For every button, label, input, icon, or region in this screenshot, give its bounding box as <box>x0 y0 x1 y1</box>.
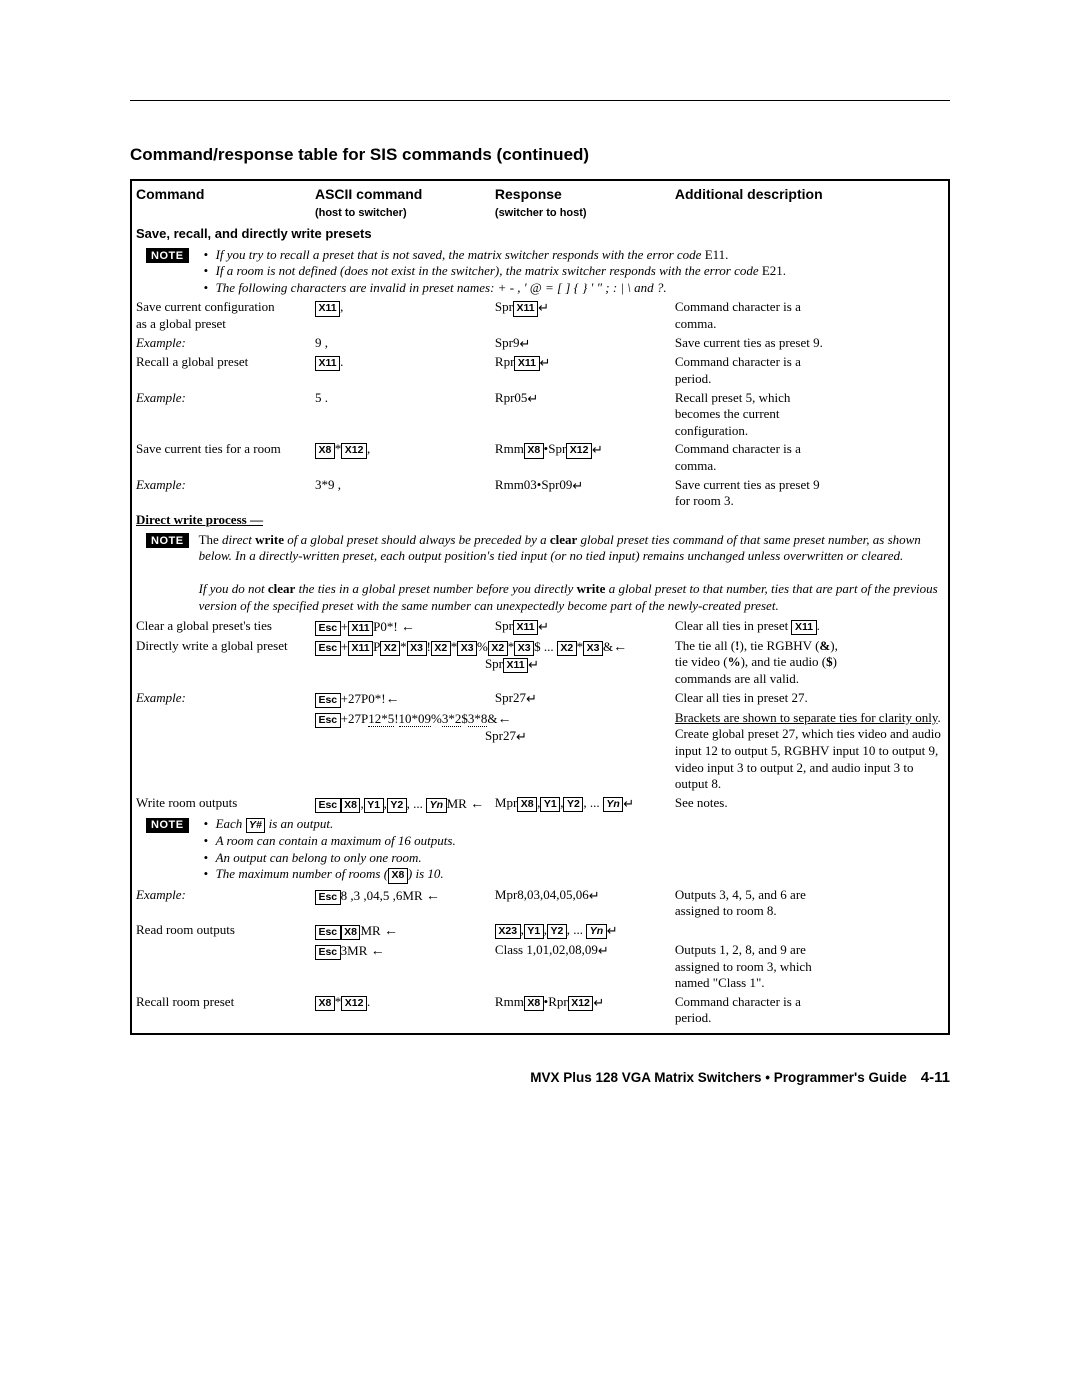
r5ex-desc1: Clear all ties in preset 27. <box>671 689 949 709</box>
r3-resp: RmmX8•SprX12↵ <box>491 440 671 475</box>
r2-cmd: Recall a global preset <box>131 353 311 388</box>
r1ex-ascii: 9 , <box>311 334 491 354</box>
page: Command/response table for SIS commands … <box>0 0 1080 1146</box>
top-rule <box>130 100 950 101</box>
r1-resp: SprX11↵ <box>491 298 671 333</box>
r1-cmd: Save current configurationas a global pr… <box>131 298 311 333</box>
r5ex-ascii1: Esc+27P0*!← <box>311 689 491 709</box>
th-ascii: ASCII command <box>311 180 491 205</box>
r3ex-resp: Rmm03•Spr09↵ <box>491 476 671 511</box>
r7ex-ascii: Esc3MR ← <box>311 941 491 993</box>
r5ex-ascii2: Esc+27P12*5!10*09%3*2$3*8&← Spr27↵ <box>311 709 671 794</box>
r1-ascii: X11, <box>311 298 491 333</box>
r7-resp: X23,Y1,Y2, ... Yn↵ <box>491 921 671 941</box>
r2ex-ascii: 5 . <box>311 389 491 441</box>
r6-resp: MprX8,Y1,Y2, ... Yn↵ <box>491 794 671 814</box>
note3-bullets: Each Y# is an output. A room can contain… <box>199 816 456 884</box>
r3-ascii: X8*X12, <box>311 440 491 475</box>
note-badge-3: NOTE <box>146 818 189 833</box>
r7-ascii: EscX8MR ← <box>311 921 491 941</box>
r5ex-desc2: Brackets are shown to separate ties for … <box>671 709 949 794</box>
section-title: Command/response table for SIS commands … <box>130 145 950 165</box>
r6-desc: See notes. <box>671 794 949 814</box>
enter-icon: ↵ <box>538 300 549 317</box>
r3ex-label: Example: <box>131 476 311 511</box>
r4-cmd: Clear a global preset's ties <box>131 617 311 637</box>
note-badge-2: NOTE <box>146 533 189 548</box>
r8-cmd: Recall room preset <box>131 993 311 1034</box>
page-footer: MVX Plus 128 VGA Matrix Switchers • Prog… <box>130 1069 950 1086</box>
left-arrow-icon: ← <box>401 618 415 636</box>
th-response-sub: (switcher to host) <box>491 205 671 224</box>
r6ex-resp: Mpr8,03,04,05,06↵ <box>491 886 671 921</box>
r6ex-label: Example: <box>131 886 311 921</box>
th-ascii-sub: (host to switcher) <box>311 205 491 224</box>
r8-resp: RmmX8•RprX12↵ <box>491 993 671 1034</box>
r3-cmd: Save current ties for a room <box>131 440 311 475</box>
th-response: Response <box>491 180 671 205</box>
th-additional: Additional description <box>671 180 949 205</box>
note-badge: NOTE <box>146 248 189 263</box>
r7ex-desc: Outputs 1, 2, 8, and 9 areassigned to ro… <box>671 941 949 993</box>
r1-desc: Command character is acomma. <box>671 298 949 333</box>
r2ex-label: Example: <box>131 389 311 441</box>
note2-text: The direct write of a global preset shou… <box>199 532 944 615</box>
r2ex-resp: Rpr05↵ <box>491 389 671 441</box>
direct-write-heading: Direct write process — <box>136 512 263 527</box>
note1-bullets: If you try to recall a preset that is no… <box>199 247 787 297</box>
r7-cmd: Read room outputs <box>131 921 311 941</box>
r6ex-ascii: Esc8 ,3 ,04,5 ,6MR ← <box>311 886 491 921</box>
r2-desc: Command character is aperiod. <box>671 353 949 388</box>
r1ex-label: Example: <box>131 334 311 354</box>
section-heading: Save, recall, and directly write presets <box>131 224 949 245</box>
r5-desc: The tie all (!), tie RGBHV (&), tie vide… <box>671 637 949 689</box>
r8-desc: Command character is aperiod. <box>671 993 949 1034</box>
r6-cmd: Write room outputs <box>131 794 311 814</box>
r2-ascii: X11. <box>311 353 491 388</box>
r5-ascii: Esc+X11PX2*X3!X2*X3%X2*X3$ ... X2*X3&← S… <box>311 637 671 689</box>
r4-desc: Clear all ties in preset X11. <box>671 617 949 637</box>
command-table: Command ASCII command Response Additiona… <box>130 179 950 1035</box>
r3ex-desc: Save current ties as preset 9for room 3. <box>671 476 949 511</box>
r1ex-desc: Save current ties as preset 9. <box>671 334 949 354</box>
r1ex-resp: Spr9↵ <box>491 334 671 354</box>
th-command: Command <box>131 180 311 205</box>
r3-desc: Command character is acomma. <box>671 440 949 475</box>
r6ex-desc: Outputs 3, 4, 5, and 6 areassigned to ro… <box>671 886 949 921</box>
r4-ascii: Esc+X11P0*! ← <box>311 617 491 637</box>
r7ex-resp: Class 1,01,02,08,09↵ <box>491 941 671 993</box>
r4-resp: SprX11↵ <box>491 617 671 637</box>
r2ex-desc: Recall preset 5, whichbecomes the curren… <box>671 389 949 441</box>
r5ex-resp1: Spr27↵ <box>491 689 671 709</box>
r6-ascii: EscX8,Y1,Y2, ... YnMR ← <box>311 794 491 814</box>
r5ex-label: Example: <box>131 689 311 709</box>
r8-ascii: X8*X12. <box>311 993 491 1034</box>
r2-resp: RprX11↵ <box>491 353 671 388</box>
r5-cmd: Directly write a global preset <box>131 637 311 689</box>
r3ex-ascii: 3*9 , <box>311 476 491 511</box>
